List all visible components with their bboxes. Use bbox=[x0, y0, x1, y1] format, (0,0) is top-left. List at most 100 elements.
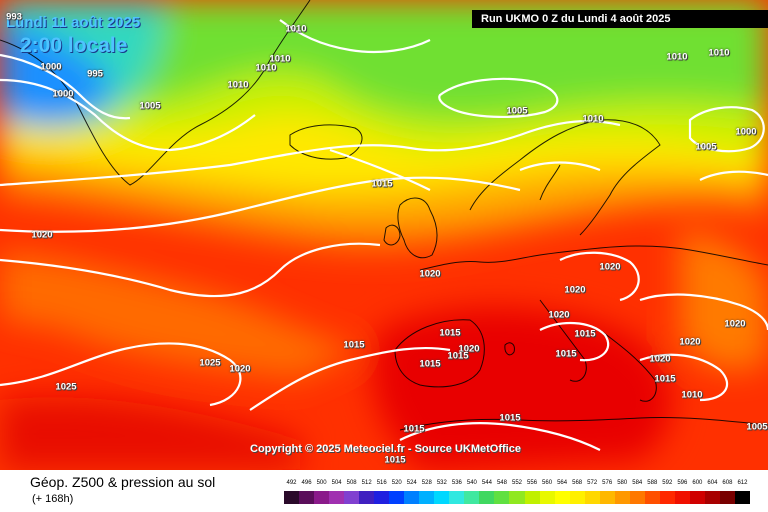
scale-cell bbox=[704, 491, 720, 504]
scale-label: 580 bbox=[617, 480, 628, 486]
scale-cell bbox=[314, 491, 330, 504]
isobar-label: 1015 bbox=[555, 348, 577, 360]
isobar-label: 1015 bbox=[343, 339, 365, 351]
forecast-time: 2:00 locale bbox=[20, 34, 128, 57]
isobar-label: 1005 bbox=[139, 100, 161, 112]
scale-label: 512 bbox=[361, 480, 372, 486]
scale-label: 552 bbox=[511, 480, 523, 486]
scale-bar bbox=[284, 491, 750, 504]
scale-label: 532 bbox=[436, 480, 447, 486]
isobar-label: 995 bbox=[87, 68, 103, 80]
scale-cell bbox=[419, 491, 435, 504]
isobar-label: 1020 bbox=[649, 353, 671, 365]
scale-label: 520 bbox=[391, 480, 402, 486]
isobar-label: 1010 bbox=[255, 62, 277, 74]
run-info-box: Run UKMO 0 Z du Lundi 4 août 2025 bbox=[472, 10, 768, 28]
scale-label: 556 bbox=[527, 480, 538, 486]
isobar-label: 1000 bbox=[40, 61, 62, 73]
isobar-label: 1005 bbox=[506, 105, 528, 117]
scale-cell bbox=[659, 491, 675, 504]
scale-label: 604 bbox=[707, 480, 718, 486]
isobar-label: 1010 bbox=[269, 53, 291, 65]
scale-cell bbox=[689, 491, 705, 504]
isobar-label: 1015 bbox=[499, 412, 521, 424]
copyright-notice: Copyright © 2025 Meteociel.fr - Source U… bbox=[250, 443, 521, 455]
coastlines bbox=[0, 0, 768, 431]
map-title: Géop. Z500 & pression au sol bbox=[30, 474, 216, 490]
isobar-label: 1020 bbox=[31, 229, 53, 241]
isobar-label: 1010 bbox=[227, 79, 249, 91]
scale-label: 608 bbox=[722, 480, 733, 486]
isobar-label: 993 bbox=[6, 11, 22, 23]
scale-label: 560 bbox=[542, 480, 553, 486]
isobar-label: 1015 bbox=[371, 178, 393, 190]
scale-cell bbox=[434, 491, 450, 504]
scale-label: 536 bbox=[451, 480, 462, 486]
scale-cell bbox=[404, 491, 420, 504]
scale-cell bbox=[629, 491, 645, 504]
scale-cell bbox=[299, 491, 315, 504]
scale-cell bbox=[494, 491, 510, 504]
isobar-label: 1000 bbox=[735, 126, 757, 138]
scale-cell bbox=[284, 491, 300, 504]
scale-label: 572 bbox=[587, 480, 598, 486]
scale-label: 568 bbox=[572, 480, 583, 486]
isobar-label: 1010 bbox=[582, 113, 604, 125]
scale-label: 600 bbox=[692, 480, 703, 486]
isobar-label: 1005 bbox=[746, 421, 768, 433]
scale-cell bbox=[599, 491, 615, 504]
isobar-label: 1010 bbox=[285, 23, 307, 35]
isobar-label: 1020 bbox=[419, 268, 441, 280]
scale-cell bbox=[644, 491, 660, 504]
scale-label: 576 bbox=[602, 480, 613, 486]
isobar-label: 1010 bbox=[666, 51, 688, 63]
scale-label: 596 bbox=[677, 480, 688, 486]
scale-label: 544 bbox=[481, 480, 492, 486]
scale-label: 540 bbox=[466, 480, 477, 486]
isobar-label: 1025 bbox=[55, 381, 77, 393]
forecast-offset: (+ 168h) bbox=[32, 493, 74, 505]
scale-cell bbox=[584, 491, 600, 504]
scale-cell bbox=[389, 491, 405, 504]
scale-cell bbox=[374, 491, 390, 504]
geopotential-field bbox=[0, 0, 768, 470]
scale-cell bbox=[359, 491, 375, 504]
isobar-label: 1015 bbox=[447, 350, 469, 362]
scale-label: 548 bbox=[496, 480, 507, 486]
scale-cell bbox=[524, 491, 540, 504]
isobar-label: 1015 bbox=[403, 423, 425, 435]
forecast-date: Lundi 11 août 2025 bbox=[6, 14, 141, 31]
color-scale: 492 496 500 504 508 512 516 520 524 528 532 536 540 5… bbox=[284, 480, 750, 506]
isobar-label: 1015 bbox=[439, 327, 461, 339]
scale-cell bbox=[329, 491, 345, 504]
scale-label: 592 bbox=[662, 480, 673, 486]
scale-cell bbox=[734, 491, 750, 504]
isobar-label: 1020 bbox=[458, 343, 480, 355]
isobar-label: 1015 bbox=[654, 373, 676, 385]
isobar-label: 1010 bbox=[681, 389, 703, 401]
scale-cell bbox=[464, 491, 480, 504]
isobar-label: 1020 bbox=[548, 309, 570, 321]
scale-label: 504 bbox=[331, 480, 342, 486]
isobar-label: 1000 bbox=[52, 88, 74, 100]
scale-labels: 492 496 500 504 508 512 516 520 524 528 532 536 540 5… bbox=[284, 480, 750, 490]
scale-cell bbox=[554, 491, 570, 504]
isobar-label: 1025 bbox=[199, 357, 221, 369]
scale-cell bbox=[674, 491, 690, 504]
scale-label: 492 bbox=[286, 480, 297, 486]
isobar-label: 1020 bbox=[679, 336, 701, 348]
scale-cell bbox=[449, 491, 465, 504]
scale-cell bbox=[539, 491, 555, 504]
scale-label: 524 bbox=[406, 480, 417, 486]
isobar-label: 1020 bbox=[724, 318, 746, 330]
scale-label: 564 bbox=[557, 480, 568, 486]
scale-label: 588 bbox=[647, 480, 658, 486]
scale-label: 528 bbox=[421, 480, 432, 486]
scale-label: 584 bbox=[632, 480, 643, 486]
isobar-label: 1010 bbox=[708, 47, 730, 59]
scale-cell bbox=[344, 491, 360, 504]
scale-label: 500 bbox=[316, 480, 327, 486]
scale-cell bbox=[614, 491, 630, 504]
scale-cell bbox=[509, 491, 525, 504]
isobar-label: 1020 bbox=[229, 363, 251, 375]
